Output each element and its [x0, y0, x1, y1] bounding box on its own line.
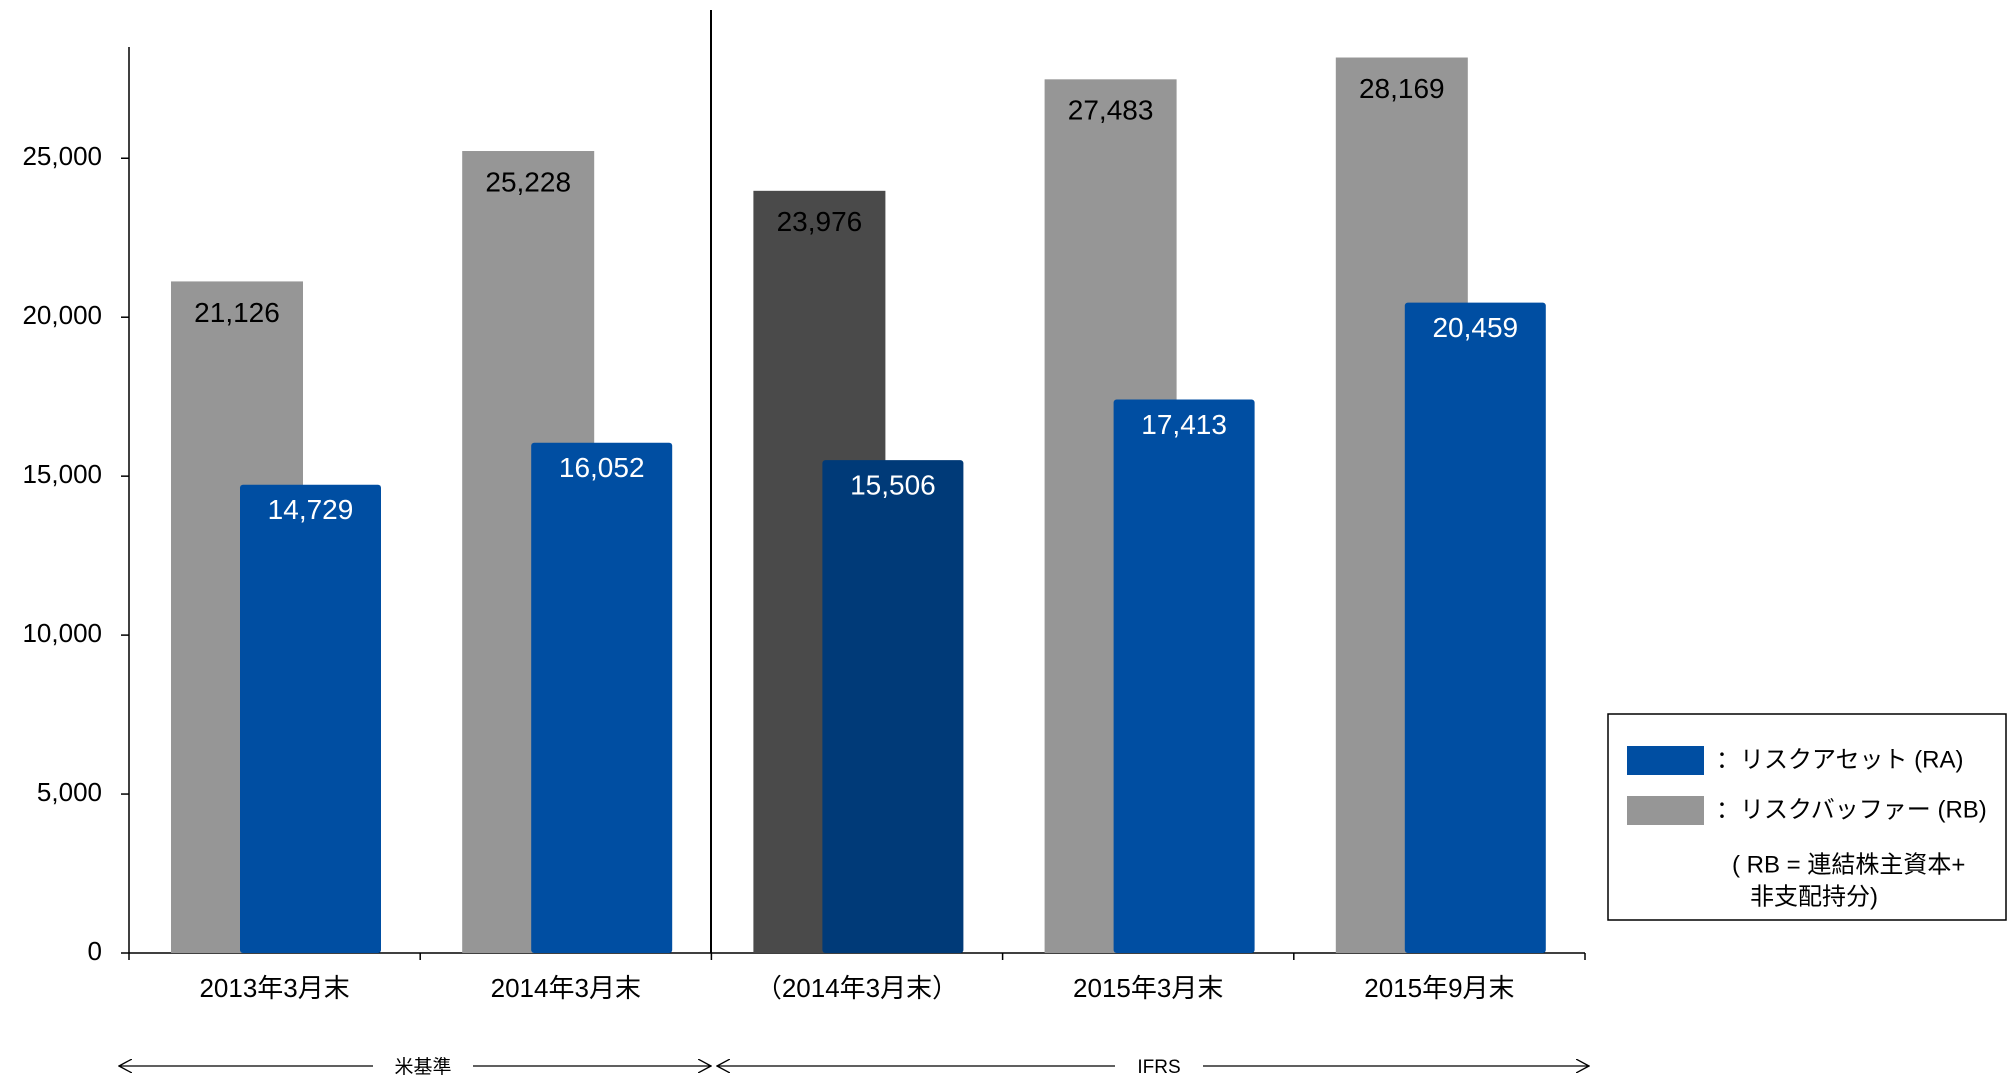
y-tick-label: 15,000: [22, 459, 102, 489]
legend-label: ：リスクバッファー (RB): [1716, 796, 1987, 823]
x-tick-label: 2015年9月末: [1364, 973, 1514, 1003]
legend-note: 非支配持分): [1750, 883, 1878, 910]
x-tick-label: （2014年3月末）: [756, 973, 958, 1003]
bar: [531, 442, 673, 953]
value-label: 14,729: [268, 494, 354, 525]
value-label: 27,483: [1068, 95, 1154, 126]
bar: [822, 460, 964, 953]
legend-label: ：リスクアセット (RA): [1716, 746, 1964, 773]
legend-note: ( RB = 連結株主資本+: [1732, 851, 1965, 878]
legend-swatch: [1627, 796, 1704, 825]
period-label: IFRS: [1137, 1057, 1180, 1078]
value-label: 16,052: [559, 452, 645, 483]
y-tick-label: 20,000: [22, 300, 102, 330]
period-label: 米基準: [394, 1056, 451, 1078]
value-label: 23,976: [777, 206, 863, 237]
value-label: 25,228: [485, 166, 571, 197]
y-tick-label: 25,000: [22, 141, 102, 171]
x-tick-label: 2014年3月末: [491, 973, 641, 1003]
y-tick-label: 0: [88, 936, 102, 966]
value-label: 15,506: [850, 469, 936, 500]
bar: [1113, 399, 1255, 953]
legend-swatch: [1627, 746, 1704, 775]
value-label: 28,169: [1359, 73, 1445, 104]
value-label: 21,126: [194, 297, 280, 328]
y-tick-label: 10,000: [22, 618, 102, 648]
value-label: 20,459: [1432, 312, 1518, 343]
x-tick-label: 2015年3月末: [1073, 973, 1223, 1003]
bar: [1404, 302, 1546, 954]
bar: [240, 484, 381, 953]
x-tick-label: 2013年3月末: [199, 973, 349, 1003]
y-tick-label: 5,000: [37, 777, 102, 807]
value-label: 17,413: [1141, 409, 1227, 440]
